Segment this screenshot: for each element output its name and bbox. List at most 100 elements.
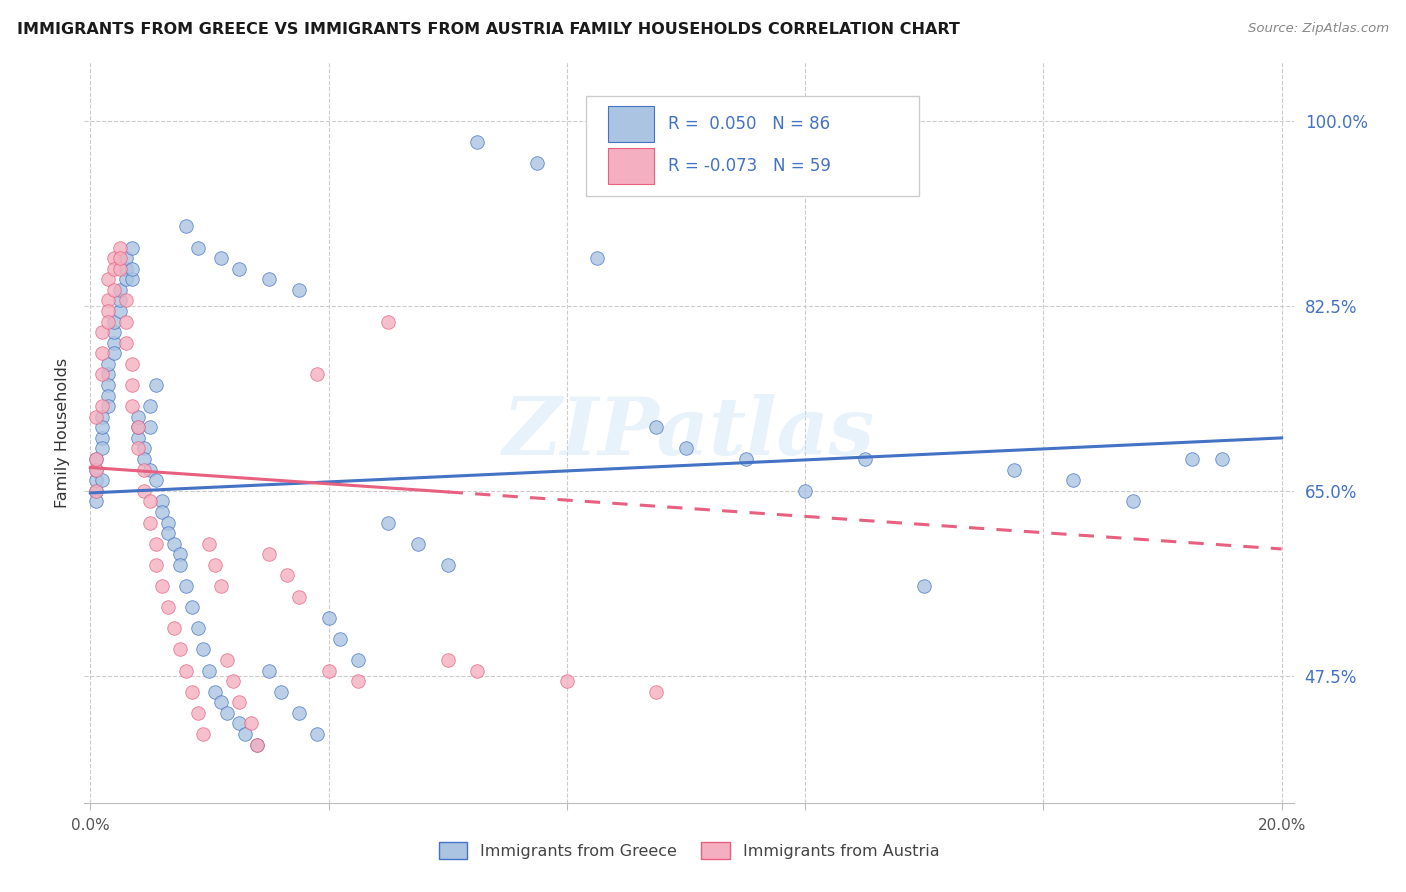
Point — [84, 452, 107, 467]
Point — [121, 399, 143, 413]
Point — [585, 251, 607, 265]
Point — [1062, 473, 1084, 487]
Point — [115, 335, 138, 350]
Point — [84, 473, 107, 487]
Point — [912, 579, 935, 593]
Point — [180, 600, 202, 615]
Point — [108, 251, 131, 265]
Point — [288, 590, 311, 604]
Point — [257, 664, 280, 678]
Point — [150, 505, 173, 519]
Point — [108, 261, 131, 276]
Point — [84, 494, 107, 508]
Point — [139, 494, 162, 508]
Point — [97, 357, 120, 371]
Point — [91, 399, 114, 413]
Point — [217, 706, 239, 720]
Point — [115, 293, 138, 308]
Text: ZIPatlas: ZIPatlas — [503, 394, 875, 471]
Point — [436, 558, 458, 572]
Point — [288, 283, 311, 297]
Point — [84, 462, 107, 476]
Point — [108, 283, 131, 297]
Point — [97, 378, 120, 392]
Point — [853, 452, 876, 467]
Point — [645, 684, 668, 698]
Point — [91, 409, 114, 424]
Point — [132, 483, 155, 498]
Point — [103, 346, 125, 360]
Point — [734, 452, 756, 467]
Point — [180, 684, 202, 698]
Bar — [607, 106, 654, 142]
Point — [115, 251, 138, 265]
Point — [121, 261, 143, 276]
Point — [97, 314, 120, 328]
Point — [526, 156, 548, 170]
Point — [174, 219, 197, 234]
Point — [84, 452, 107, 467]
Point — [97, 399, 120, 413]
Point — [1002, 462, 1025, 476]
Point — [347, 674, 370, 689]
Point — [169, 642, 191, 657]
Legend: Immigrants from Greece, Immigrants from Austria: Immigrants from Greece, Immigrants from … — [432, 836, 946, 865]
Point — [91, 431, 114, 445]
Point — [257, 547, 280, 561]
Text: IMMIGRANTS FROM GREECE VS IMMIGRANTS FROM AUSTRIA FAMILY HOUSEHOLDS CORRELATION : IMMIGRANTS FROM GREECE VS IMMIGRANTS FRO… — [17, 22, 960, 37]
Point — [132, 442, 155, 456]
Point — [115, 272, 138, 286]
Point — [91, 473, 114, 487]
Point — [288, 706, 311, 720]
Point — [145, 536, 167, 550]
Point — [228, 695, 250, 709]
Point — [198, 664, 221, 678]
Point — [318, 610, 340, 624]
Point — [115, 314, 138, 328]
Point — [318, 664, 340, 678]
Point — [169, 547, 191, 561]
Point — [91, 368, 114, 382]
Point — [84, 462, 107, 476]
Point — [84, 409, 107, 424]
Point — [193, 727, 215, 741]
Point — [233, 727, 256, 741]
Point — [97, 272, 120, 286]
Point — [84, 483, 107, 498]
Point — [276, 568, 298, 582]
Point — [209, 579, 232, 593]
Point — [555, 674, 578, 689]
Point — [139, 516, 162, 530]
Point — [121, 272, 143, 286]
Point — [145, 473, 167, 487]
Point — [186, 621, 208, 635]
Point — [127, 442, 149, 456]
Point — [121, 357, 143, 371]
Point — [103, 261, 125, 276]
Point — [163, 621, 186, 635]
Point — [217, 653, 239, 667]
Point — [121, 378, 143, 392]
Point — [347, 653, 370, 667]
Point — [108, 240, 131, 254]
Point — [127, 431, 149, 445]
Point — [97, 388, 120, 402]
Point — [139, 399, 162, 413]
Point — [150, 494, 173, 508]
Point — [257, 272, 280, 286]
Point — [305, 368, 328, 382]
Point — [91, 325, 114, 339]
Point — [169, 558, 191, 572]
Text: Source: ZipAtlas.com: Source: ZipAtlas.com — [1249, 22, 1389, 36]
Point — [139, 420, 162, 434]
Text: R =  0.050   N = 86: R = 0.050 N = 86 — [668, 115, 831, 133]
Point — [174, 664, 197, 678]
Point — [108, 293, 131, 308]
Point — [467, 135, 489, 149]
Point — [1211, 452, 1233, 467]
Point — [127, 409, 149, 424]
Point — [103, 335, 125, 350]
Point — [103, 251, 125, 265]
Point — [436, 653, 458, 667]
Text: R = -0.073   N = 59: R = -0.073 N = 59 — [668, 157, 831, 175]
